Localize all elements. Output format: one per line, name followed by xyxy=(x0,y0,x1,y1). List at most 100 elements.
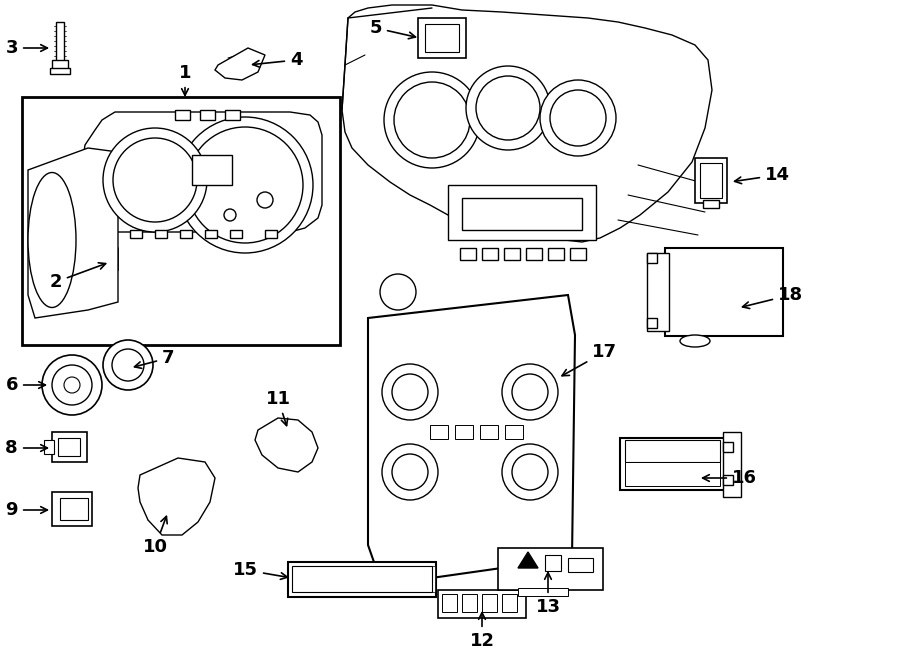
Bar xyxy=(462,594,477,612)
Text: 18: 18 xyxy=(742,286,803,309)
Bar xyxy=(307,566,315,592)
Bar xyxy=(647,253,669,331)
Circle shape xyxy=(112,349,144,381)
Bar xyxy=(482,594,497,612)
Circle shape xyxy=(392,454,428,490)
Bar xyxy=(22,97,340,345)
Text: 1: 1 xyxy=(179,64,191,95)
Text: 12: 12 xyxy=(470,613,494,650)
Bar xyxy=(50,68,70,74)
Bar xyxy=(723,432,741,497)
Text: 15: 15 xyxy=(233,561,287,580)
Circle shape xyxy=(187,127,303,243)
Bar xyxy=(155,230,167,238)
Text: 6: 6 xyxy=(5,376,45,394)
Bar xyxy=(723,442,733,452)
Bar xyxy=(130,230,142,238)
Bar xyxy=(438,590,526,618)
Text: 4: 4 xyxy=(253,51,302,69)
Bar xyxy=(570,248,586,260)
Ellipse shape xyxy=(28,173,76,307)
Bar xyxy=(355,566,363,592)
Bar xyxy=(319,566,327,592)
Circle shape xyxy=(224,209,236,221)
Text: 5: 5 xyxy=(370,19,416,39)
Bar xyxy=(625,440,720,462)
Text: 2: 2 xyxy=(50,263,105,291)
Text: 11: 11 xyxy=(266,390,291,426)
Circle shape xyxy=(512,454,548,490)
Text: 3: 3 xyxy=(5,39,48,57)
Circle shape xyxy=(103,128,207,232)
Polygon shape xyxy=(138,458,215,535)
Circle shape xyxy=(257,192,273,208)
Bar xyxy=(230,230,242,238)
Polygon shape xyxy=(80,112,322,232)
Bar xyxy=(448,185,596,240)
Circle shape xyxy=(64,377,80,393)
Bar xyxy=(518,588,568,596)
Bar xyxy=(430,425,448,439)
Bar xyxy=(625,462,720,486)
Polygon shape xyxy=(215,48,265,80)
Bar xyxy=(292,566,432,592)
Bar xyxy=(52,432,87,462)
Bar xyxy=(647,253,657,263)
Bar xyxy=(265,230,277,238)
Bar xyxy=(482,248,498,260)
Circle shape xyxy=(512,374,548,410)
Bar xyxy=(58,438,80,456)
Bar xyxy=(548,248,564,260)
Circle shape xyxy=(382,364,438,420)
Bar xyxy=(379,566,387,592)
Bar xyxy=(192,155,232,185)
Bar xyxy=(175,110,190,120)
Bar xyxy=(455,425,473,439)
Bar xyxy=(367,566,375,592)
Text: 9: 9 xyxy=(5,501,48,519)
Bar xyxy=(44,440,54,454)
Bar xyxy=(200,110,215,120)
Bar xyxy=(403,566,411,592)
Text: 10: 10 xyxy=(142,516,167,556)
Bar xyxy=(462,198,582,230)
Bar xyxy=(460,248,476,260)
Circle shape xyxy=(382,444,438,500)
Circle shape xyxy=(42,355,102,415)
Bar xyxy=(480,425,498,439)
Bar xyxy=(526,248,542,260)
Text: 13: 13 xyxy=(536,572,561,616)
Circle shape xyxy=(113,138,197,222)
Bar xyxy=(225,110,240,120)
Bar xyxy=(425,24,459,52)
Bar xyxy=(620,438,725,490)
Circle shape xyxy=(550,90,606,146)
Bar xyxy=(723,475,733,485)
Bar xyxy=(700,163,722,198)
Bar xyxy=(331,566,339,592)
Text: 16: 16 xyxy=(703,469,757,487)
Bar xyxy=(52,492,92,526)
Bar xyxy=(545,555,561,571)
Bar xyxy=(180,230,192,238)
Bar xyxy=(295,566,303,592)
Bar xyxy=(60,498,88,520)
Bar xyxy=(56,22,64,62)
Bar xyxy=(205,230,217,238)
Bar xyxy=(504,248,520,260)
Bar xyxy=(442,594,457,612)
Text: 8: 8 xyxy=(5,439,48,457)
Bar xyxy=(502,594,517,612)
Bar xyxy=(427,566,435,592)
Polygon shape xyxy=(368,295,575,585)
Circle shape xyxy=(103,340,153,390)
Bar xyxy=(647,318,657,328)
Text: 7: 7 xyxy=(134,349,175,368)
Bar xyxy=(52,60,68,70)
Circle shape xyxy=(466,66,550,150)
Circle shape xyxy=(540,80,616,156)
Circle shape xyxy=(502,364,558,420)
Bar xyxy=(665,248,783,336)
Bar xyxy=(505,425,523,439)
Polygon shape xyxy=(255,418,318,472)
